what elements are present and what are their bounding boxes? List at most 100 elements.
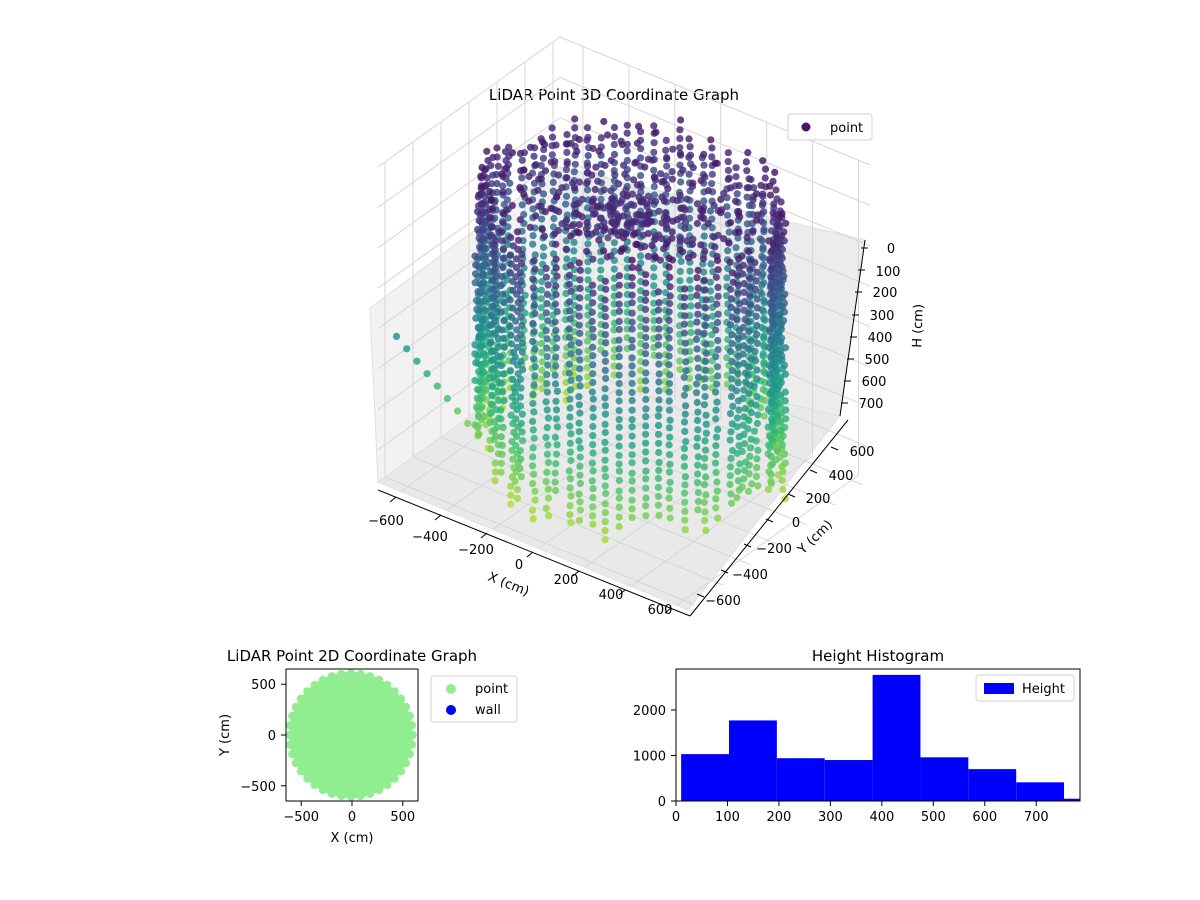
- 3d-point: [665, 308, 673, 316]
- 3d-point: [543, 353, 551, 361]
- 3d-point: [475, 191, 483, 199]
- 3d-point: [779, 485, 787, 493]
- 3d-point: [781, 290, 789, 298]
- 3d-point: [628, 281, 636, 289]
- 3d-point: [760, 208, 768, 216]
- 3d-point: [530, 470, 538, 478]
- 3d-point: [720, 189, 728, 197]
- 3d-point: [764, 423, 772, 431]
- 3d-point: [537, 286, 546, 294]
- 3d-point: [759, 261, 768, 269]
- 3d-point: [551, 318, 559, 326]
- 3d-point: [652, 254, 660, 262]
- 3d-point: [589, 404, 597, 413]
- 3d-y-tick-label: 0: [792, 516, 800, 531]
- 3d-point: [732, 197, 740, 205]
- 3d-point: [714, 336, 722, 345]
- 3d-point: [472, 359, 480, 367]
- 3d-point: [628, 477, 636, 485]
- 3d-point: [746, 257, 754, 265]
- 3d-point: [589, 361, 597, 369]
- 2d-point: [291, 759, 300, 768]
- 3d-point: [749, 227, 757, 235]
- 3d-point: [475, 368, 483, 376]
- 3d-point: [601, 473, 610, 481]
- 3d-point: [500, 343, 508, 351]
- 3d-point: [517, 259, 526, 268]
- 3d-point: [693, 398, 701, 407]
- 3d-point: [602, 285, 610, 293]
- 3d-point: [776, 222, 784, 230]
- 3d-x-tick-mark: [618, 589, 626, 596]
- 3d-point: [754, 211, 762, 219]
- 3d-point: [538, 215, 546, 223]
- 3d-point: [628, 406, 636, 414]
- 3d-point: [589, 289, 597, 297]
- 3d-point: [570, 201, 578, 209]
- 3d-point: [655, 387, 663, 395]
- 3d-point: [723, 203, 731, 211]
- 2d-point: [337, 669, 346, 678]
- 3d-point: [735, 255, 743, 263]
- 3d-point: [650, 317, 658, 325]
- 3d-point: [537, 268, 545, 276]
- 3d-point: [493, 180, 501, 188]
- 3d-point: [518, 428, 526, 436]
- 3d-point: [513, 326, 521, 334]
- 3d-point: [566, 422, 574, 430]
- 3d-point: [751, 347, 759, 356]
- 3d-point: [693, 219, 702, 228]
- 3d-point-cloud: [392, 115, 790, 544]
- 3d-point: [728, 340, 736, 348]
- 3d-point: [628, 459, 636, 467]
- 3d-point: [601, 296, 609, 304]
- 2d-point: [405, 750, 414, 759]
- 3d-gridline-y: [440, 122, 752, 566]
- 3d-point: [628, 263, 636, 272]
- 3d-point: [733, 190, 741, 198]
- 3d-point: [693, 380, 701, 388]
- 3d-point: [615, 487, 623, 495]
- 3d-point: [530, 434, 538, 442]
- 3d-point: [767, 408, 775, 416]
- 2d-point: [397, 767, 406, 776]
- 3d-point: [733, 307, 741, 315]
- 3d-point: [759, 243, 767, 251]
- 3d-point: [575, 490, 583, 498]
- 3d-point: [553, 423, 562, 431]
- 3d-y-tick-label: 600: [850, 445, 875, 460]
- 3d-point: [654, 288, 663, 296]
- 3d-point: [610, 132, 619, 141]
- 3d-point: [565, 325, 573, 333]
- 3d-point: [694, 488, 702, 497]
- 3d-x-tick-label: 400: [599, 588, 624, 603]
- 3d-point: [701, 247, 709, 255]
- 3d-point: [734, 352, 743, 360]
- 3d-point: [754, 411, 762, 419]
- 3d-point: [575, 393, 583, 401]
- 3d-point: [712, 326, 720, 334]
- 3d-point: [512, 442, 520, 450]
- chart-2d-title: LiDAR Point 2D Coordinate Graph: [227, 647, 477, 665]
- 3d-point: [700, 197, 708, 205]
- 3d-point: [538, 384, 546, 392]
- 3d-y-tick-label: −400: [732, 568, 768, 583]
- 3d-point: [576, 294, 584, 302]
- 2d-x-axis-label: X (cm): [331, 831, 374, 846]
- 3d-point: [544, 414, 553, 422]
- 3d-point: [570, 238, 578, 246]
- 3d-point: [545, 512, 553, 520]
- 3d-point: [773, 261, 781, 269]
- 3d-point: [498, 326, 506, 334]
- 3d-point: [633, 139, 642, 147]
- 3d-point: [682, 358, 690, 366]
- 3d-point: [615, 325, 623, 334]
- 3d-point: [642, 512, 650, 520]
- 3d-point: [650, 139, 658, 147]
- 3d-point: [517, 313, 525, 321]
- 3d-point: [778, 441, 786, 449]
- 3d-point: [732, 164, 740, 172]
- 3d-point: [537, 161, 545, 170]
- 3d-point: [680, 329, 689, 337]
- 3d-point: [478, 315, 486, 323]
